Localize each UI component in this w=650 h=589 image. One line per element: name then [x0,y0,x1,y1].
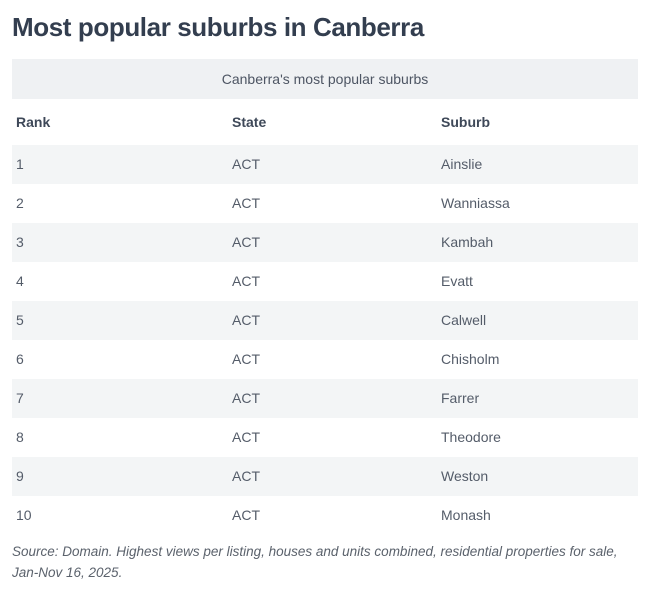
rank-cell: 7 [16,390,24,407]
rank-cell: 9 [16,468,24,485]
table-row: 10 ACT Monash [12,495,638,535]
state-cell: ACT [232,195,260,212]
state-cell: ACT [232,507,260,524]
table-caption-bar: Canberra's most popular suburbs [12,58,638,99]
rank-cell: 2 [16,195,24,212]
rank-cell: 3 [16,234,24,251]
state-cell: ACT [232,468,260,485]
suburb-cell: Calwell [441,312,487,329]
page-title: Most popular suburbs in Canberra [12,12,424,42]
state-cell: ACT [232,390,260,407]
column-header-state: State [228,98,437,145]
table-caption: Canberra's most popular suburbs [221,70,429,87]
suburb-cell: Theodore [441,429,501,446]
rank-cell: 6 [16,351,24,368]
table-body: 1 ACT Ainslie 2 ACT Wanniassa 3 ACT Kamb… [12,144,638,535]
suburb-cell: Ainslie [441,156,483,173]
state-cell: ACT [232,429,260,446]
table-row: 9 ACT Weston [12,456,638,496]
table-row: 6 ACT Chisholm [12,339,638,379]
suburbs-table: Rank State Suburb 1 ACT Ainslie 2 ACT Wa… [12,98,638,535]
table-row: 7 ACT Farrer [12,378,638,418]
suburb-cell: Chisholm [441,351,500,368]
suburb-cell: Monash [441,507,491,524]
rank-cell: 1 [16,156,24,173]
suburb-cell: Evatt [441,273,473,290]
rank-cell: 8 [16,429,24,446]
suburb-cell: Weston [441,468,489,485]
table-header-row: Rank State Suburb [12,98,638,145]
table-header: Rank State Suburb [12,98,638,145]
state-cell: ACT [232,351,260,368]
rank-cell: 5 [16,312,24,329]
rank-cell: 4 [16,273,24,290]
table-row: 2 ACT Wanniassa [12,183,638,223]
suburb-cell: Kambah [441,234,494,251]
suburb-cell: Wanniassa [441,195,510,212]
table-row: 8 ACT Theodore [12,417,638,457]
table-row: 5 ACT Calwell [12,300,638,340]
state-cell: ACT [232,273,260,290]
rank-cell: 10 [16,507,32,524]
column-header-suburb: Suburb [437,98,638,145]
state-cell: ACT [232,234,260,251]
column-header-rank: Rank [12,98,228,145]
state-cell: ACT [232,312,260,329]
table-row: 3 ACT Kambah [12,222,638,262]
table-row: 4 ACT Evatt [12,261,638,301]
state-cell: ACT [232,156,260,173]
table-row: 1 ACT Ainslie [12,144,638,184]
source-note: Source: Domain. Highest views per listin… [12,543,618,580]
suburb-cell: Farrer [441,390,480,407]
